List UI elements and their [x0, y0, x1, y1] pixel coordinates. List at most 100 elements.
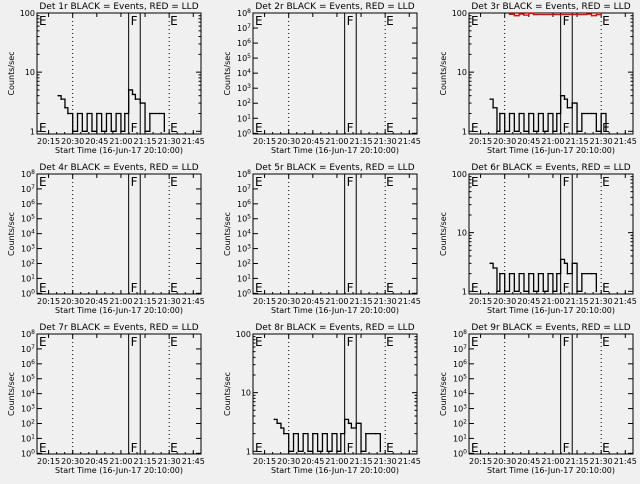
- y-tick-label: 106: [453, 359, 467, 369]
- marker-e-top: E: [471, 335, 479, 349]
- panel-title: Det 4r BLACK = Events, RED = LLD: [39, 163, 198, 173]
- marker-e-bottom: E: [255, 281, 263, 295]
- marker-f-bottom: F: [563, 281, 570, 295]
- axes-frame: [36, 12, 202, 135]
- marker-e-bottom: E: [471, 441, 479, 455]
- data-point-events: [81, 130, 84, 133]
- y-tick-label: 108: [237, 8, 251, 18]
- data-point-events: [576, 290, 578, 293]
- series-line-lld: [509, 12, 602, 17]
- y-tick-label: 1: [30, 127, 35, 136]
- y-tick-label: 108: [21, 169, 35, 179]
- data-point-events: [552, 130, 554, 133]
- x-tick-label: 21:00: [109, 457, 132, 466]
- y-axis-label: Counts/sec: [439, 51, 448, 95]
- panel-title: Det 5r BLACK = Events, RED = LLD: [255, 163, 414, 173]
- y-tick-label: 103: [21, 244, 35, 254]
- y-tick-label: 102: [21, 418, 35, 428]
- y-tick-label: 107: [453, 344, 467, 354]
- x-tick-label: 21:00: [541, 457, 564, 466]
- y-tick-label: 103: [237, 244, 251, 254]
- panel-title: Det 7r BLACK = Events, RED = LLD: [39, 323, 198, 333]
- x-tick-label: 20:45: [301, 137, 324, 146]
- data-point-events: [563, 98, 566, 100]
- x-tick-label: 21:00: [325, 457, 348, 466]
- y-axis-label: Counts/sec: [223, 212, 232, 256]
- x-tick-label: 21:30: [590, 457, 613, 466]
- data-point-events: [64, 106, 66, 109]
- marker-e-bottom: E: [170, 441, 178, 455]
- panel-title: Det 1r BLACK = Events, RED = LLD: [39, 2, 198, 12]
- x-tick-label: 21:15: [134, 457, 157, 466]
- data-point-events: [365, 432, 367, 435]
- data-point-events: [571, 102, 574, 104]
- panel-title: Det 9r BLACK = Events, RED = LLD: [471, 323, 630, 333]
- x-tick-label: 21:45: [614, 137, 637, 146]
- panel-title: Det 3r BLACK = Events, RED = LLD: [471, 2, 630, 12]
- data-point-lld: [532, 13, 535, 16]
- y-tick-label: 105: [21, 214, 35, 224]
- y-tick-label: 105: [21, 374, 35, 384]
- data-point-events: [86, 112, 88, 115]
- y-tick-label: 101: [21, 433, 35, 443]
- x-tick-label: 20:30: [277, 457, 300, 466]
- marker-e-bottom: E: [386, 121, 394, 135]
- y-axis-label: Counts/sec: [7, 51, 16, 95]
- data-point-events: [600, 112, 602, 115]
- y-tick-label: 100: [236, 330, 251, 339]
- x-axis-label: Start Time (16-Jun-17 20:10:00): [55, 146, 183, 155]
- y-tick-label: 105: [237, 214, 251, 224]
- data-point-events: [312, 432, 314, 435]
- y-tick-label: 100: [20, 9, 35, 18]
- y-tick-label: 106: [21, 359, 35, 369]
- y-tick-label: 108: [237, 169, 251, 179]
- data-point-events: [316, 450, 319, 453]
- marker-f-top: F: [347, 175, 354, 189]
- x-tick-label: 20:45: [301, 297, 324, 306]
- marker-e-bottom: E: [602, 441, 610, 455]
- marker-f-bottom: F: [347, 121, 354, 135]
- y-tick-label: 100: [21, 448, 35, 458]
- data-point-events: [581, 272, 583, 275]
- x-tick-label: 21:30: [158, 457, 181, 466]
- data-point-events: [60, 98, 62, 100]
- y-tick-label: 10: [241, 389, 251, 398]
- y-tick-label: 102: [237, 258, 251, 268]
- marker-e-bottom: E: [471, 121, 479, 135]
- data-point-events: [605, 130, 607, 133]
- data-point-events: [542, 290, 545, 293]
- data-point-events: [496, 130, 498, 133]
- marker-f-bottom: F: [347, 441, 354, 455]
- x-tick-label: 20:30: [277, 297, 300, 306]
- series-line-events: [490, 258, 597, 292]
- x-tick-label: 21:15: [350, 137, 373, 146]
- y-tick-label: 106: [21, 199, 35, 209]
- data-point-events: [523, 290, 525, 293]
- marker-f-bottom: F: [563, 441, 570, 455]
- x-tick-label: 20:15: [469, 297, 492, 306]
- x-tick-label: 20:30: [493, 297, 516, 306]
- marker-e-top: E: [170, 175, 178, 189]
- data-point-events: [307, 450, 309, 453]
- data-point-events: [379, 450, 382, 453]
- y-tick-label: 104: [453, 389, 467, 399]
- data-point-events: [503, 290, 506, 293]
- axes-frame: [36, 333, 202, 455]
- x-tick-label: 21:30: [374, 137, 397, 146]
- data-point-events: [76, 112, 79, 115]
- marker-e-top: E: [386, 175, 394, 189]
- y-axis-label: Counts/sec: [223, 51, 232, 95]
- data-point-events: [523, 130, 525, 133]
- data-point-lld: [585, 13, 588, 15]
- data-point-events: [139, 102, 142, 104]
- y-tick-label: 102: [21, 258, 35, 268]
- x-tick-label: 20:45: [517, 457, 540, 466]
- data-point-events: [326, 450, 329, 453]
- data-point-events: [503, 130, 506, 133]
- data-point-events: [581, 112, 583, 115]
- x-tick-label: 21:45: [398, 457, 421, 466]
